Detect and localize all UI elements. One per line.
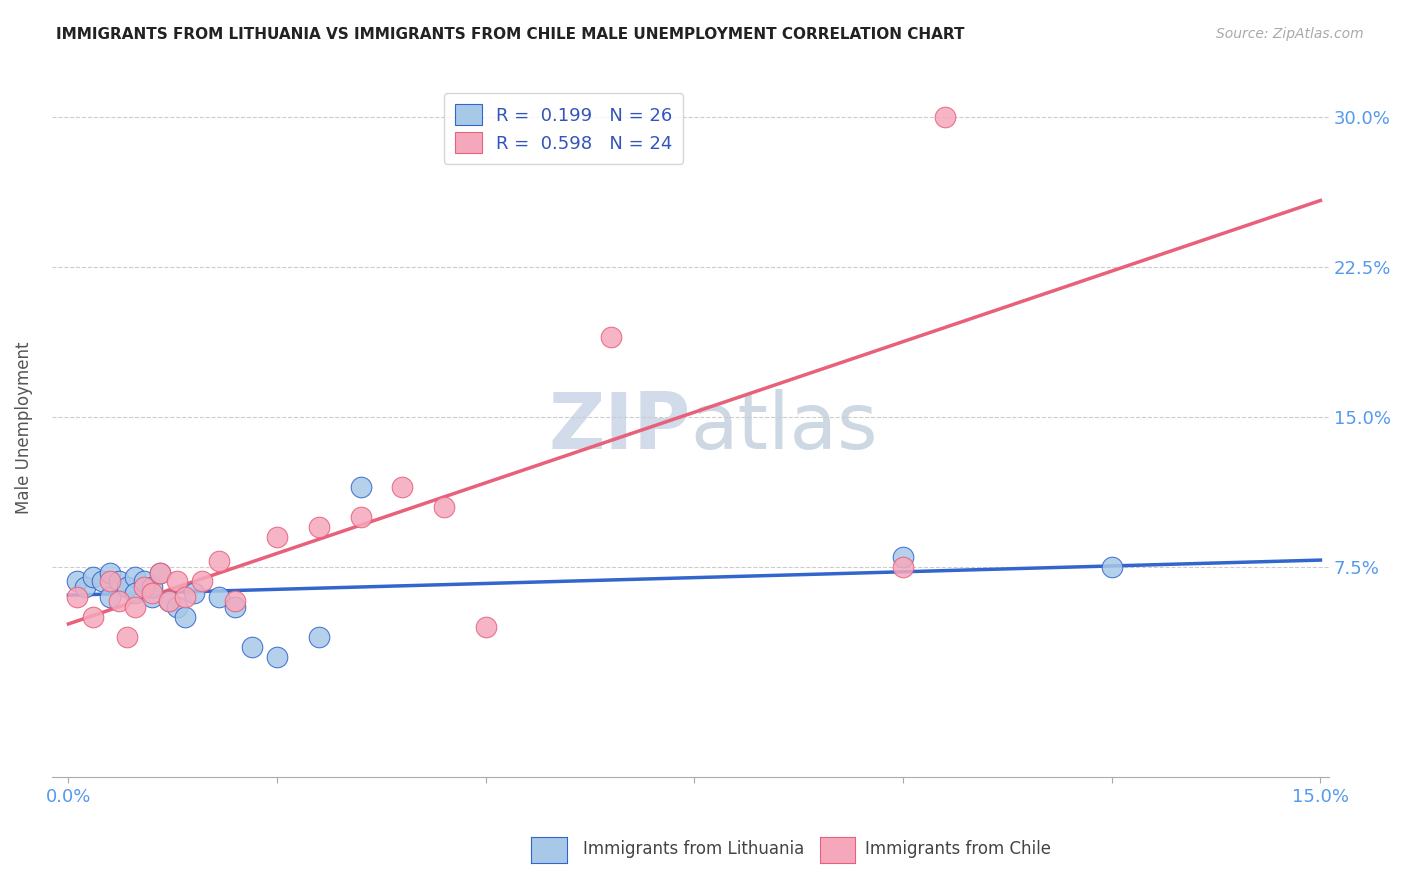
Point	[891, 550, 914, 565]
Legend: R =  0.199   N = 26, R =  0.598   N = 24: R = 0.199 N = 26, R = 0.598 N = 24	[444, 94, 683, 164]
Point	[208, 591, 231, 605]
Point	[1101, 560, 1123, 574]
Point	[141, 591, 163, 605]
Point	[141, 580, 163, 594]
Point	[124, 586, 146, 600]
Point	[66, 591, 89, 605]
Text: Immigrants from Chile: Immigrants from Chile	[865, 840, 1050, 858]
Point	[115, 630, 138, 644]
Point	[349, 480, 371, 494]
Point	[157, 594, 180, 608]
Point	[208, 554, 231, 568]
Point	[934, 111, 956, 125]
Point	[174, 591, 197, 605]
Point	[124, 570, 146, 584]
Point	[98, 591, 121, 605]
Point	[433, 500, 456, 515]
Text: ZIP: ZIP	[548, 389, 690, 466]
Point	[266, 530, 288, 544]
Point	[132, 574, 155, 589]
Point	[166, 600, 188, 615]
Point	[98, 574, 121, 589]
Point	[98, 566, 121, 581]
Point	[183, 586, 205, 600]
Point	[90, 574, 112, 589]
Point	[157, 594, 180, 608]
Point	[149, 566, 172, 581]
Point	[82, 570, 104, 584]
Point	[115, 580, 138, 594]
Point	[349, 510, 371, 524]
Text: IMMIGRANTS FROM LITHUANIA VS IMMIGRANTS FROM CHILE MALE UNEMPLOYMENT CORRELATION: IMMIGRANTS FROM LITHUANIA VS IMMIGRANTS …	[56, 27, 965, 42]
Text: Immigrants from Lithuania: Immigrants from Lithuania	[583, 840, 804, 858]
Text: Source: ZipAtlas.com: Source: ZipAtlas.com	[1216, 27, 1364, 41]
Point	[66, 574, 89, 589]
Point	[224, 594, 246, 608]
Point	[308, 630, 330, 644]
Y-axis label: Male Unemployment: Male Unemployment	[15, 341, 32, 514]
Point	[166, 574, 188, 589]
Point	[474, 620, 496, 634]
Point	[141, 586, 163, 600]
Point	[240, 640, 263, 655]
Point	[124, 600, 146, 615]
Point	[266, 650, 288, 665]
Point	[107, 594, 129, 608]
Point	[174, 610, 197, 624]
Point	[891, 560, 914, 574]
Point	[82, 610, 104, 624]
Point	[149, 566, 172, 581]
Point	[600, 330, 623, 344]
Point	[132, 580, 155, 594]
Point	[391, 480, 413, 494]
Point	[75, 580, 97, 594]
Point	[308, 520, 330, 534]
Point	[107, 574, 129, 589]
Point	[224, 600, 246, 615]
Text: atlas: atlas	[690, 389, 877, 466]
Point	[191, 574, 214, 589]
